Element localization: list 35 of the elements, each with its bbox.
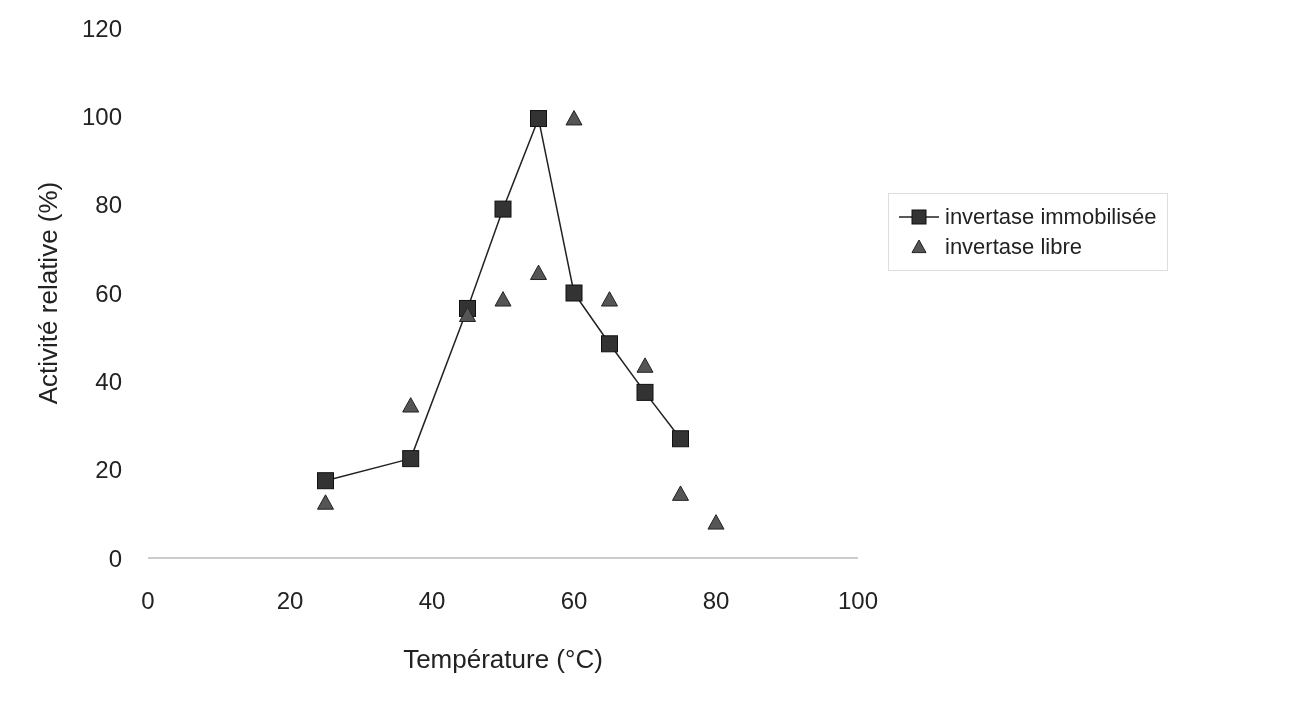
point bbox=[530, 264, 547, 281]
point bbox=[565, 110, 583, 126]
y-tick-label: 100 bbox=[81, 102, 122, 130]
x-tick-label: 40 bbox=[418, 587, 446, 615]
x-tick-label: 0 bbox=[141, 587, 155, 615]
point bbox=[672, 485, 689, 501]
y-tick-label: 0 bbox=[108, 544, 122, 572]
y-tick-label: 60 bbox=[95, 279, 122, 307]
point bbox=[565, 284, 583, 302]
x-tick-label: 60 bbox=[560, 587, 588, 615]
x-axis-title: Température (°C) bbox=[403, 644, 603, 674]
y-tick-label: 80 bbox=[95, 191, 122, 219]
point bbox=[459, 306, 476, 322]
point bbox=[672, 430, 689, 448]
point bbox=[707, 514, 725, 530]
point bbox=[402, 450, 420, 468]
point bbox=[636, 357, 654, 373]
point bbox=[601, 335, 618, 353]
y-tick-label: 40 bbox=[95, 367, 122, 395]
point bbox=[636, 383, 654, 401]
point bbox=[494, 200, 512, 218]
y-tick-label: 120 bbox=[81, 14, 122, 42]
point bbox=[494, 291, 512, 307]
y-axis-title: Activité relative (%) bbox=[33, 181, 64, 405]
x-tick-label: 100 bbox=[837, 587, 879, 615]
point bbox=[601, 291, 618, 307]
x-tick-label: 20 bbox=[276, 587, 304, 615]
point bbox=[402, 397, 420, 413]
point bbox=[317, 472, 334, 490]
point bbox=[530, 110, 547, 128]
legend-label: invertase libre bbox=[945, 234, 1082, 260]
legend-label: invertase immobilisée bbox=[945, 204, 1157, 230]
x-tick-label: 80 bbox=[702, 587, 730, 615]
y-tick-label: 20 bbox=[95, 456, 122, 484]
point bbox=[317, 494, 334, 510]
